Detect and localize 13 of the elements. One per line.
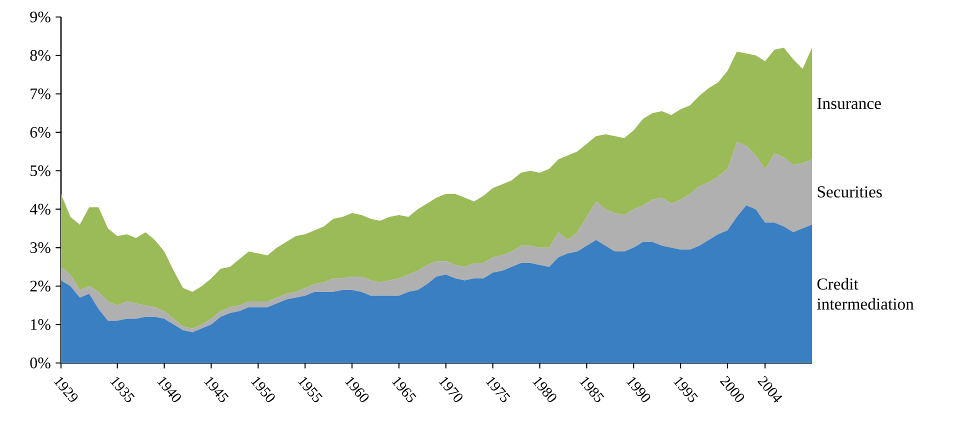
y-tick-label: 6% bbox=[30, 126, 50, 138]
y-tick-label: 3% bbox=[30, 242, 50, 254]
y-tick-label: 5% bbox=[30, 165, 50, 176]
series-label: Credit intermediation bbox=[817, 278, 914, 310]
y-tick-label: 8% bbox=[30, 50, 50, 61]
series-label: Insurance bbox=[817, 98, 881, 110]
series-label: Securities bbox=[818, 186, 882, 198]
y-tick-label: 2% bbox=[30, 280, 50, 292]
y-tick-label: 9% bbox=[30, 12, 50, 22]
y-tick-label: 4% bbox=[30, 204, 50, 215]
y-tick-label: 7% bbox=[30, 88, 50, 100]
y-tick-label: 0% bbox=[30, 358, 50, 368]
y-tick-label: 1% bbox=[31, 319, 50, 330]
